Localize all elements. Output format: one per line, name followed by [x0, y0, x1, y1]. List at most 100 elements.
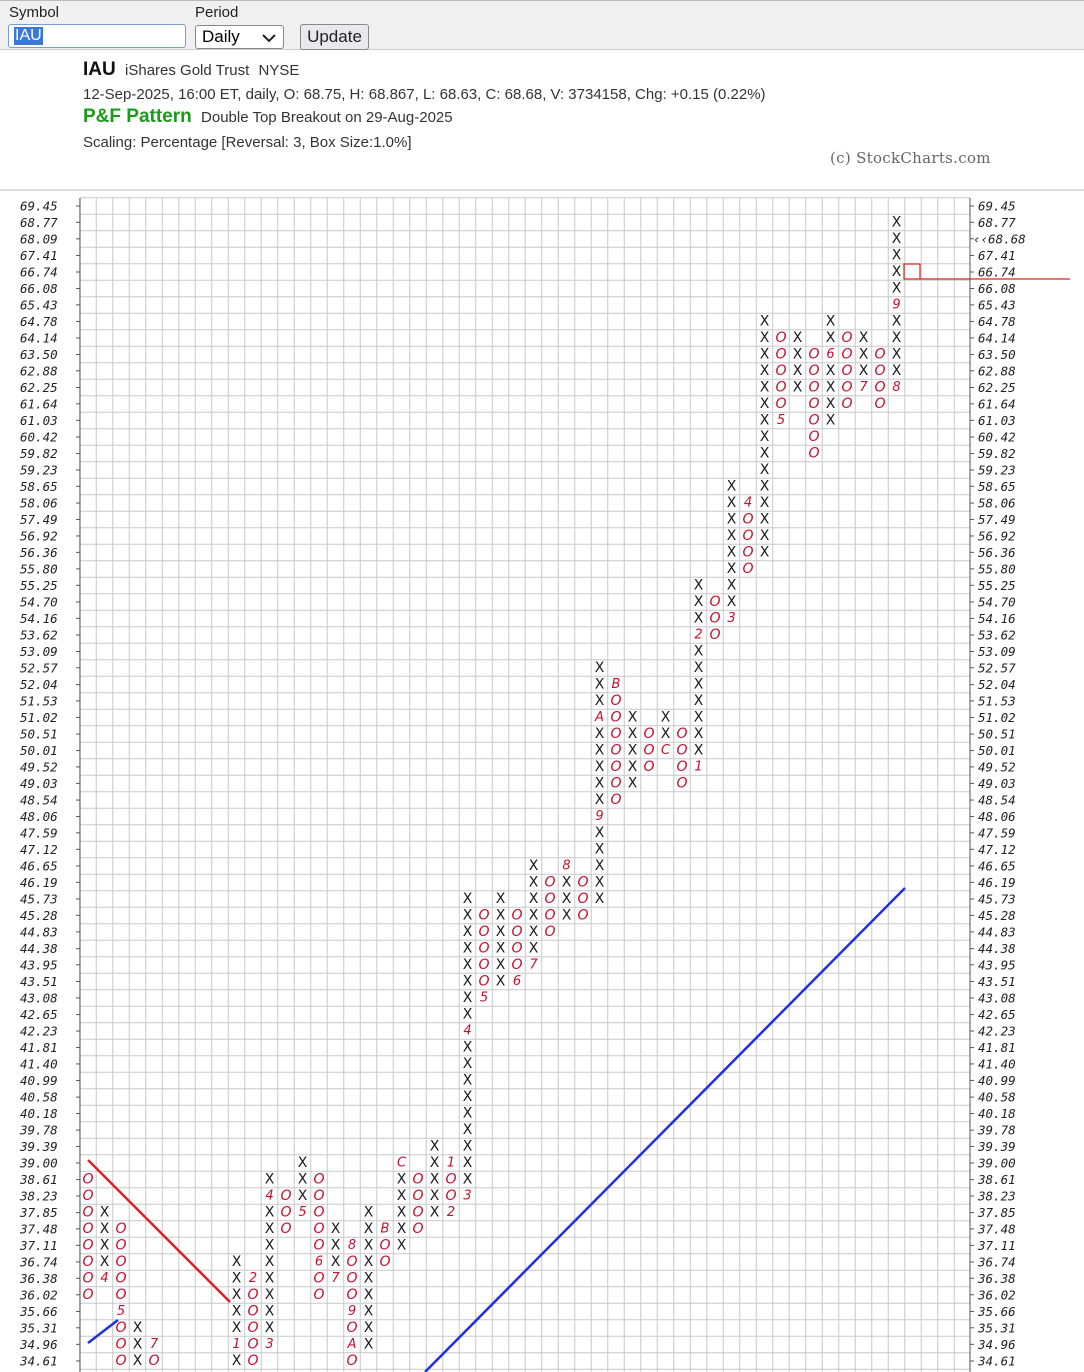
month-marker: 1	[232, 1337, 240, 1352]
y-tick-label: 64.78	[978, 314, 1016, 329]
o-box: O	[511, 957, 522, 973]
symbol-input[interactable]: IAU	[8, 24, 186, 48]
y-tick-label: 67.41	[20, 248, 58, 263]
y-tick-label: 56.36	[978, 545, 1016, 560]
o-box: O	[775, 347, 786, 363]
month-marker: A	[594, 710, 604, 725]
y-tick-label: 37.85	[19, 1205, 58, 1220]
scaling: Scaling: Percentage [Reversal: 3, Box Si…	[83, 134, 412, 151]
y-tick-label: 43.51	[20, 974, 58, 989]
last-price-label: ‹‹68.68	[973, 231, 1026, 246]
x-box: X	[859, 330, 869, 346]
y-tick-label: 39.78	[19, 1123, 58, 1138]
o-box: O	[808, 429, 819, 445]
x-box: X	[694, 709, 704, 725]
y-tick-label: 47.59	[20, 825, 58, 840]
x-box: X	[562, 907, 572, 923]
x-box: X	[463, 1172, 473, 1188]
x-box: X	[430, 1172, 440, 1188]
x-box: X	[364, 1237, 374, 1253]
x-box: X	[265, 1254, 275, 1270]
y-tick-label: 53.62	[978, 627, 1016, 642]
o-box: O	[676, 743, 687, 759]
y-tick-label: 64.14	[20, 330, 58, 345]
security-name: iShares Gold Trust	[125, 62, 250, 79]
y-tick-label: 34.61	[19, 1354, 58, 1369]
y-tick-label: 35.31	[977, 1320, 1016, 1335]
o-box: O	[478, 957, 489, 973]
o-box: O	[313, 1221, 324, 1237]
x-box: X	[463, 1138, 473, 1154]
y-tick-label: 59.82	[20, 446, 58, 461]
y-tick-label: 58.65	[20, 479, 58, 494]
o-box: O	[247, 1320, 258, 1336]
o-box: O	[709, 627, 720, 643]
x-box: X	[133, 1320, 143, 1336]
period-select[interactable]: Daily	[195, 25, 284, 49]
month-marker: 5	[117, 1304, 125, 1319]
o-box: O	[841, 396, 852, 412]
month-marker: 9	[892, 297, 900, 312]
o-box: O	[709, 594, 720, 610]
x-box: X	[496, 891, 506, 907]
x-box: X	[562, 874, 572, 890]
column: 7O	[148, 1337, 159, 1369]
x-box: X	[727, 577, 737, 593]
x-box: X	[298, 1172, 308, 1188]
o-box: O	[445, 1172, 456, 1188]
current-box	[903, 263, 921, 280]
x-box: X	[397, 1205, 407, 1221]
o-box: O	[808, 347, 819, 363]
y-tick-label: 40.18	[20, 1106, 58, 1121]
y-tick-label: 56.92	[20, 528, 58, 543]
o-box: O	[610, 792, 621, 808]
y-tick-label: 68.77	[978, 215, 1016, 230]
month-marker: 3	[265, 1337, 273, 1352]
y-tick-label: 59.23	[20, 462, 58, 477]
y-tick-label: 66.74	[978, 265, 1016, 280]
o-box: O	[313, 1188, 324, 1204]
y-tick-label: 45.28	[20, 908, 58, 923]
y-tick-label: 52.57	[978, 660, 1016, 675]
x-box: X	[463, 1155, 473, 1171]
y-tick-label: 65.43	[20, 297, 58, 312]
x-box: X	[265, 1270, 275, 1286]
symbol: IAU	[83, 59, 116, 80]
o-box: O	[313, 1237, 324, 1253]
x-box: X	[463, 1106, 473, 1122]
o-box: O	[115, 1237, 126, 1253]
y-tick-label: 66.08	[20, 281, 58, 296]
o-box: O	[742, 511, 753, 527]
y-tick-label: 40.58	[20, 1090, 58, 1105]
x-box: X	[694, 594, 704, 610]
o-box: O	[808, 396, 819, 412]
chevron	[262, 34, 276, 43]
o-box: O	[775, 363, 786, 379]
month-marker: B	[612, 677, 621, 692]
x-box: X	[364, 1336, 374, 1352]
x-box: X	[397, 1172, 407, 1188]
o-box: O	[280, 1188, 291, 1204]
update-button[interactable]: Update	[300, 24, 369, 50]
y-tick-label: 39.39	[977, 1139, 1016, 1154]
o-box: O	[346, 1320, 357, 1336]
x-box: X	[826, 330, 836, 346]
y-tick-label: 34.96	[19, 1337, 58, 1352]
y-tick-label: 46.65	[20, 858, 58, 873]
y-tick-label: 61.64	[20, 396, 58, 411]
y-tick-label: 55.25	[20, 578, 58, 593]
x-box: X	[892, 231, 902, 247]
x-box: X	[463, 990, 473, 1006]
y-tick-label: 63.50	[20, 347, 58, 362]
x-box: X	[463, 1007, 473, 1023]
x-box: X	[364, 1320, 374, 1336]
x-box: X	[793, 363, 803, 379]
x-box: X	[595, 841, 605, 857]
